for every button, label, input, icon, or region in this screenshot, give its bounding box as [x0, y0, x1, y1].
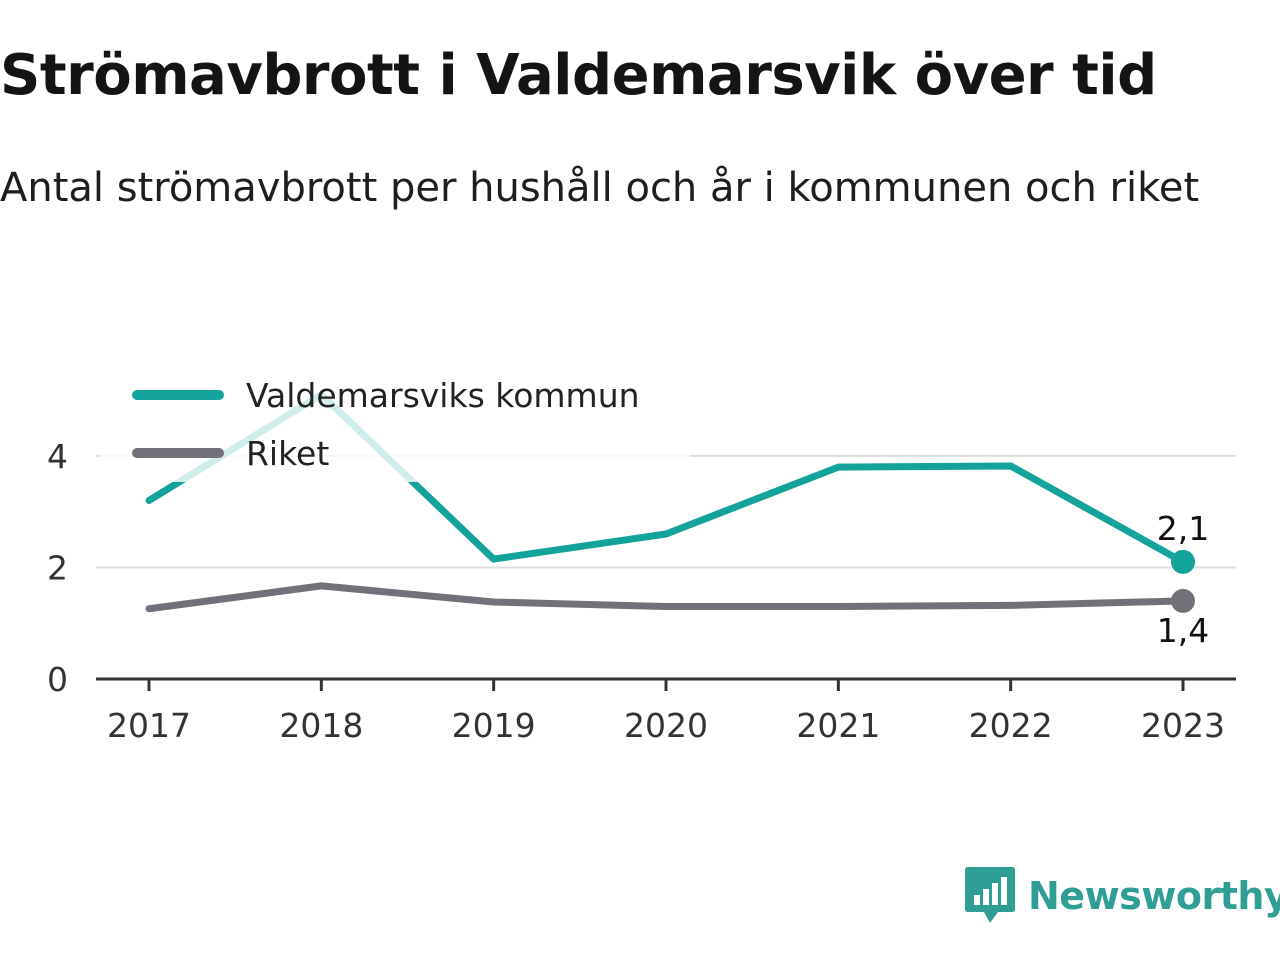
legend: Valdemarsviks kommun Riket: [100, 358, 690, 482]
x-tick-label: 2020: [624, 706, 708, 745]
chart-subtitle: Antal strömavbrott per hushåll och år i …: [0, 165, 1200, 211]
newsworthy-logo-text: Newsworthy: [1028, 874, 1280, 918]
end-point-riket: [1171, 588, 1195, 613]
end-label-valdemarsviks-kommun: 2,1: [1157, 509, 1209, 548]
newsworthy-logo-icon: [965, 867, 1015, 923]
end-labels: 2,1 1,4: [1157, 509, 1209, 650]
x-tick-label: 2023: [1141, 706, 1225, 745]
y-tick-label: 0: [47, 660, 68, 699]
x-tick-label: 2021: [796, 706, 880, 745]
x-axis-ticks: 2017 2018 2019 2020 2021 2022 2023: [107, 679, 1225, 745]
legend-label-riket: Riket: [246, 434, 329, 473]
series-line-riket: [145, 582, 1187, 613]
y-tick-label: 2: [47, 548, 68, 587]
end-point-valdemarsviks-kommun: [1171, 549, 1195, 574]
legend-background: [100, 358, 690, 482]
x-tick-label: 2018: [279, 706, 363, 745]
y-tick-label: 4: [47, 437, 68, 476]
x-tick-label: 2019: [452, 706, 536, 745]
x-tick-label: 2022: [969, 706, 1053, 745]
legend-label-valdemarsviks-kommun: Valdemarsviks kommun: [246, 376, 640, 415]
chart-title: Strömavbrott i Valdemarsvik över tid: [0, 43, 1157, 108]
newsworthy-logo: Newsworthy: [964, 864, 1280, 928]
y-axis-ticks: 0 2 4: [47, 437, 68, 699]
end-label-riket: 1,4: [1157, 611, 1209, 650]
x-tick-label: 2017: [107, 706, 191, 745]
